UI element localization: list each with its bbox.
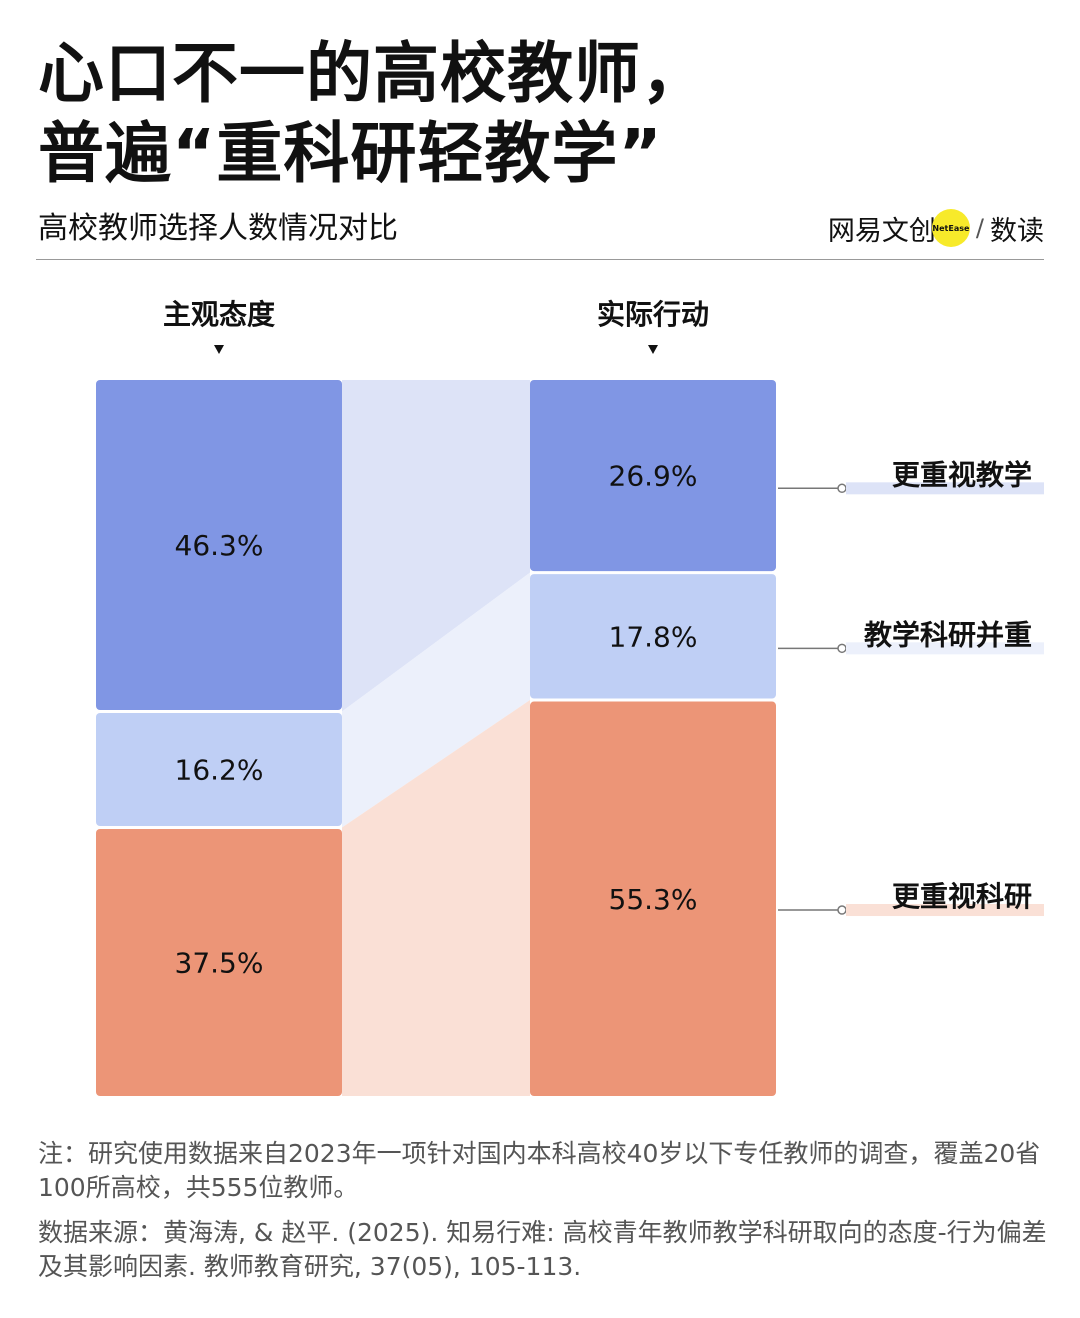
flow-band-1 (342, 572, 530, 828)
category-label-0: 主观态度 (163, 298, 275, 331)
bar-1-0 (96, 713, 342, 826)
bar-value-label-1-1: 17.8% (609, 620, 698, 653)
bar-0-1 (530, 380, 776, 572)
category-label-1: 实际行动 (597, 298, 709, 331)
bar-2-1 (530, 701, 776, 1096)
category-arrow-1 (648, 345, 658, 354)
category-arrow-0 (214, 345, 224, 354)
title-line-1: 心口不一的高校教师， (38, 35, 708, 112)
bar-1-1 (530, 574, 776, 699)
brand-badge: NetEase (931, 209, 970, 247)
bar-value-label-1-0: 16.2% (175, 754, 264, 787)
legend-marker-0 (837, 483, 847, 494)
flow-band-0 (342, 380, 530, 712)
flow-band-2 (342, 700, 530, 1096)
bar-2-0 (96, 829, 342, 1096)
legend-marker-1 (837, 643, 847, 654)
page-title: 心口不一的高校教师， 普遍“重科研轻教学” (38, 34, 1038, 194)
legend-marker-2 (837, 905, 847, 915)
bar-value-label-2-1: 55.3% (609, 883, 698, 916)
header-divider (36, 259, 1044, 260)
chart-note: 注：研究使用数据来自2023年一项针对国内本科高校40岁以下专任教师的调查，覆盖… (38, 1139, 1041, 1202)
bar-value-label-2-0: 37.5% (175, 947, 264, 980)
bar-value-label-0-0: 46.3% (175, 529, 264, 562)
legend-label-2: 更重视科研 (892, 880, 1032, 913)
chart-subtitle: 高校教师选择人数情况对比 (38, 211, 398, 246)
legend-highlight-1 (846, 642, 1044, 655)
legend-highlight-2 (846, 904, 1044, 917)
brand-slash: / (975, 214, 984, 242)
title-line-2: 普遍“重科研轻教学” (38, 115, 663, 192)
bar-value-label-0-1: 26.9% (609, 460, 698, 493)
legend-label-0: 更重视教学 (892, 458, 1032, 491)
brand-logo: 网易文创 NetEase / 数读 (828, 206, 1044, 250)
bar-0-0 (96, 380, 342, 711)
legend-label-1: 教学科研并重 (864, 618, 1032, 651)
data-source: 数据来源：黄海涛, & 赵平. (2025). 知易行难: 高校青年教师教学科研… (38, 1218, 1047, 1281)
legend-highlight-0 (846, 482, 1044, 495)
brand-sub: 数读 (990, 215, 1044, 247)
brand-name: 网易文创 (827, 215, 936, 247)
